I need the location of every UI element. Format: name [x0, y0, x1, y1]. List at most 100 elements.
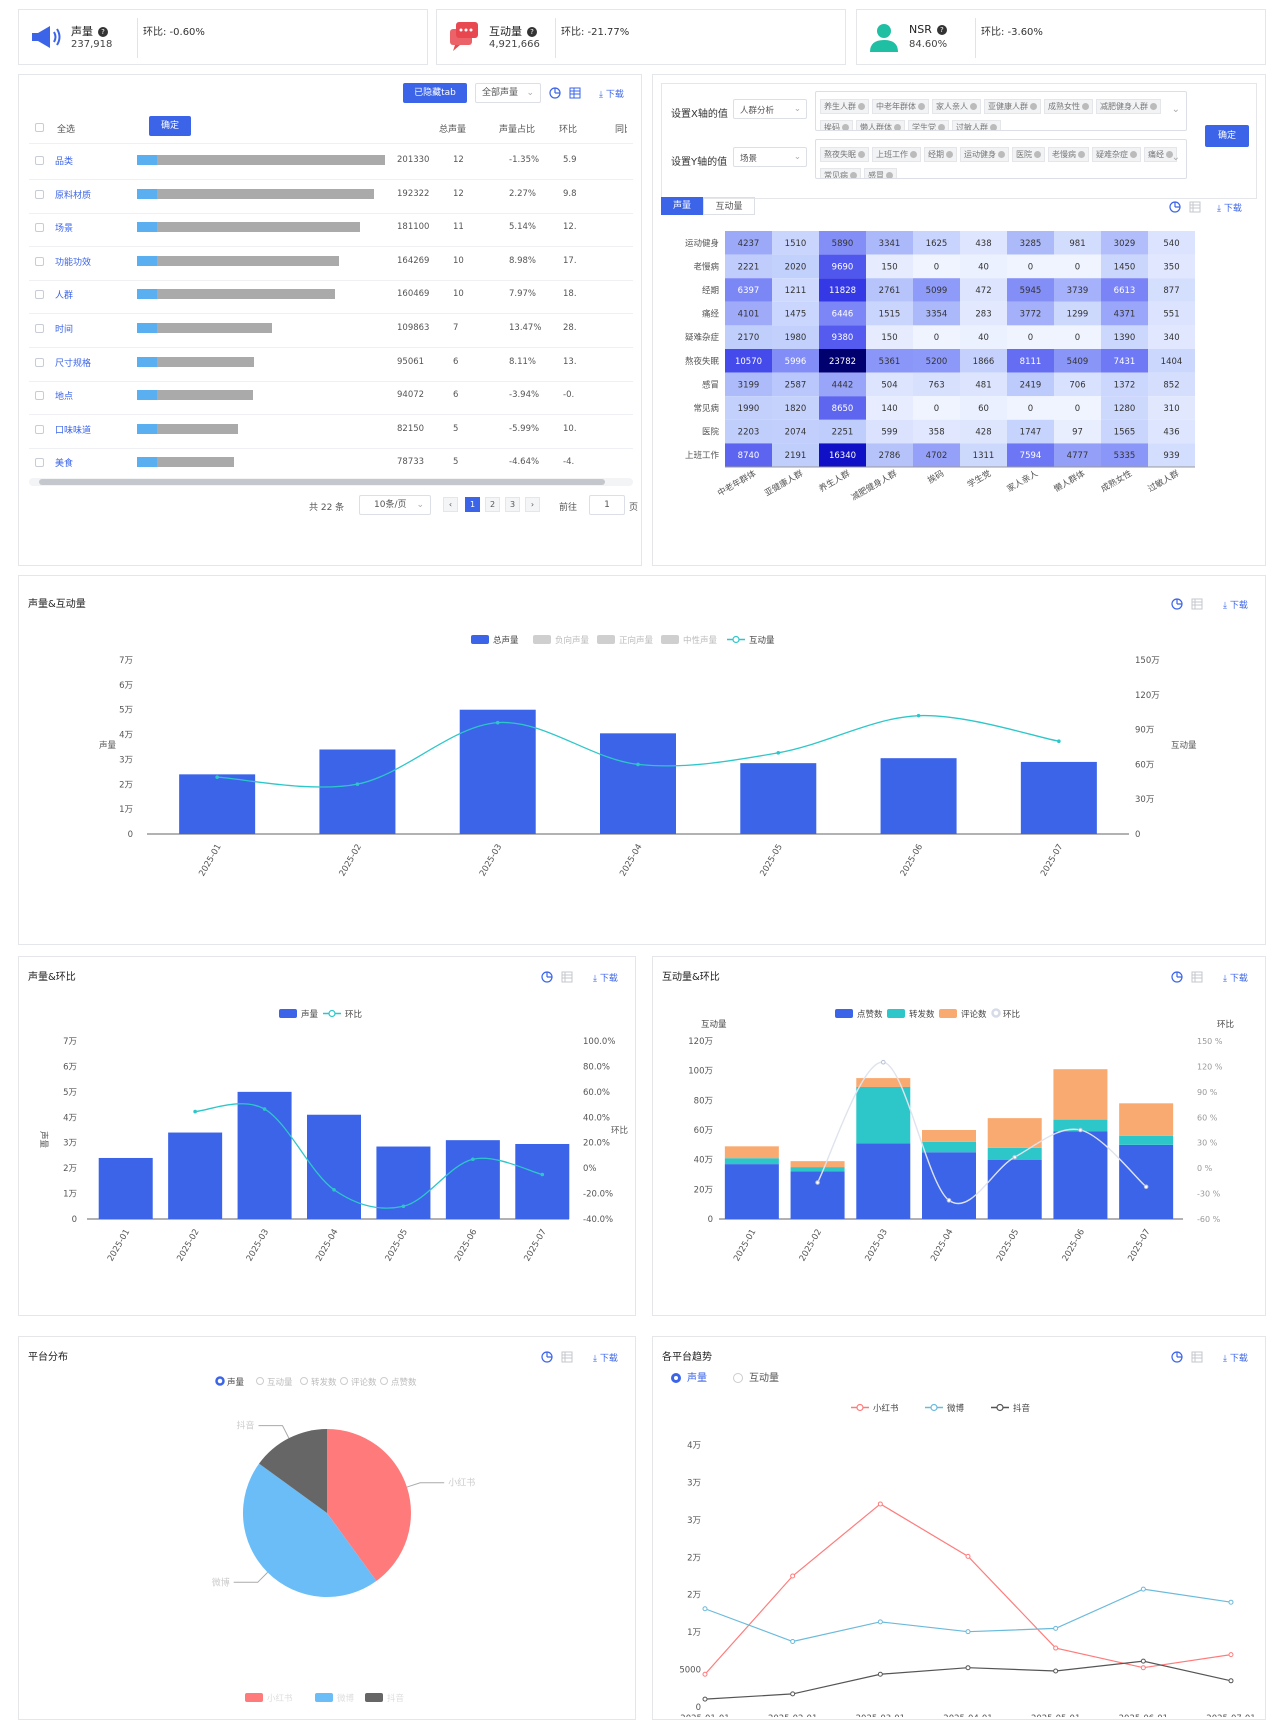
- tag-close-icon[interactable]: [970, 103, 977, 110]
- tag-close-icon[interactable]: [1166, 151, 1173, 158]
- download-link[interactable]: ⤓ 下载: [593, 971, 618, 984]
- legend-radio[interactable]: [300, 1377, 308, 1385]
- table-icon[interactable]: [561, 971, 573, 983]
- table-icon[interactable]: [1191, 1351, 1203, 1363]
- tag-close-icon[interactable]: [886, 172, 893, 178]
- legend-marker[interactable]: [996, 1403, 1004, 1412]
- radio-volume[interactable]: 声量: [671, 1369, 707, 1384]
- axis-confirm-button[interactable]: 确定: [1205, 125, 1249, 147]
- filter-tag[interactable]: 懒人群体: [856, 120, 905, 130]
- tag-close-icon[interactable]: [918, 103, 925, 110]
- filter-tag[interactable]: 熬夜失眠: [820, 147, 869, 162]
- legend-label[interactable]: 小红书: [873, 1403, 899, 1414]
- legend-swatch[interactable]: [315, 1693, 333, 1702]
- legend-swatch[interactable]: [279, 1009, 297, 1018]
- row-checkbox[interactable]: [35, 223, 44, 233]
- legend-radio[interactable]: [215, 1376, 225, 1386]
- y-axis-select[interactable]: 场景 ⌄: [733, 147, 807, 167]
- legend-swatch[interactable]: [661, 635, 679, 644]
- legend-marker[interactable]: [856, 1403, 864, 1412]
- table-columns-icon[interactable]: [569, 87, 581, 99]
- legend-radio[interactable]: [340, 1377, 348, 1385]
- tag-close-icon[interactable]: [998, 151, 1005, 158]
- page-size-select[interactable]: 10条/页 ⌄: [359, 495, 431, 515]
- legend-swatch[interactable]: [597, 635, 615, 644]
- legend-label[interactable]: 正向声量: [619, 635, 654, 646]
- table-icon[interactable]: [1191, 598, 1203, 610]
- legend-swatch[interactable]: [245, 1693, 263, 1702]
- pie-chart-icon[interactable]: [1171, 598, 1183, 610]
- legend-marker[interactable]: [930, 1403, 938, 1412]
- filter-tag[interactable]: 运动健身: [960, 147, 1009, 162]
- legend-marker[interactable]: [732, 635, 740, 644]
- legend-label[interactable]: 抖音: [387, 1693, 405, 1704]
- filter-tag[interactable]: 成熟女性: [1044, 99, 1093, 114]
- tag-close-icon[interactable]: [858, 103, 865, 110]
- legend-label[interactable]: 中性声量: [683, 635, 718, 646]
- dimension-name[interactable]: 时间: [55, 325, 74, 335]
- legend-swatch[interactable]: [471, 635, 489, 644]
- dimension-name[interactable]: 功能功效: [55, 257, 92, 268]
- legend-swatch[interactable]: [365, 1693, 383, 1702]
- filter-tag[interactable]: 学生党: [908, 120, 949, 130]
- tag-close-icon[interactable]: [894, 124, 901, 130]
- tag-close-icon[interactable]: [1078, 151, 1085, 158]
- row-checkbox[interactable]: [35, 189, 44, 199]
- pie-chart-icon[interactable]: [1171, 971, 1183, 983]
- x-axis-tags-select[interactable]: 养生人群 中老年群体 家人亲人 亚健康人群 成熟女性 减肥健身人群挨码 懒人群体 学生党 过敏人…: [815, 91, 1187, 131]
- goto-page-input[interactable]: 1: [589, 495, 625, 515]
- download-link[interactable]: ⤓ 下载: [1223, 598, 1248, 611]
- table-icon[interactable]: [1189, 201, 1201, 213]
- download-link[interactable]: ⤓ 下载: [599, 87, 624, 100]
- scrollbar-thumb[interactable]: [39, 479, 605, 485]
- pie-chart-icon[interactable]: [541, 1351, 553, 1363]
- tag-close-icon[interactable]: [1082, 103, 1089, 110]
- legend-swatch[interactable]: [939, 1009, 957, 1018]
- legend-label[interactable]: 负向声量: [555, 635, 590, 646]
- tag-close-icon[interactable]: [1150, 103, 1157, 110]
- legend-label[interactable]: 声量: [301, 1009, 319, 1020]
- page-2[interactable]: 2: [485, 497, 500, 512]
- tag-close-icon[interactable]: [910, 151, 917, 158]
- filter-tag[interactable]: 中老年群体: [872, 99, 929, 114]
- tag-close-icon[interactable]: [842, 124, 849, 130]
- pie-chart-icon[interactable]: [549, 87, 561, 99]
- volume-select[interactable]: 全部声量 ⌄: [475, 83, 541, 103]
- filter-tag[interactable]: 感冒: [864, 168, 897, 178]
- tab-volume[interactable]: 声量: [661, 197, 703, 215]
- legend-swatch[interactable]: [835, 1009, 853, 1018]
- legend-label[interactable]: 转发数: [909, 1009, 935, 1020]
- prev-page-button[interactable]: ‹: [443, 497, 458, 512]
- legend-radio[interactable]: [991, 1008, 1001, 1018]
- legend-marker[interactable]: [328, 1009, 336, 1018]
- legend-label[interactable]: 声量: [227, 1377, 245, 1388]
- legend-radio[interactable]: [380, 1377, 388, 1385]
- tag-close-icon[interactable]: [858, 151, 865, 158]
- legend-label[interactable]: 微博: [337, 1693, 355, 1704]
- tag-close-icon[interactable]: [938, 124, 945, 130]
- next-page-button[interactable]: ›: [525, 497, 540, 512]
- tag-close-icon[interactable]: [1130, 151, 1137, 158]
- row-checkbox[interactable]: [35, 424, 44, 434]
- row-checkbox[interactable]: [35, 156, 44, 165]
- legend-swatch[interactable]: [887, 1009, 905, 1018]
- x-axis-select[interactable]: 人群分析 ⌄: [733, 99, 807, 119]
- select-all-checkbox[interactable]: [35, 123, 44, 132]
- download-link[interactable]: ⤓ 下载: [1223, 1351, 1248, 1364]
- legend-label[interactable]: 评论数: [351, 1377, 377, 1388]
- download-link[interactable]: ⤓ 下载: [1223, 971, 1248, 984]
- filter-tag[interactable]: 减肥健身人群: [1096, 99, 1161, 114]
- page-1[interactable]: 1: [465, 497, 480, 512]
- filter-tag[interactable]: 家人亲人: [932, 99, 981, 114]
- row-checkbox[interactable]: [35, 458, 44, 468]
- download-link[interactable]: ⤓ 下载: [593, 1351, 618, 1364]
- tag-close-icon[interactable]: [1030, 103, 1037, 110]
- help-icon[interactable]: ?: [527, 27, 537, 37]
- pie-chart-icon[interactable]: [1169, 201, 1181, 213]
- help-icon[interactable]: ?: [98, 27, 108, 37]
- row-checkbox[interactable]: [35, 290, 44, 300]
- legend-label[interactable]: 小红书: [267, 1693, 293, 1704]
- hidden-tab-button[interactable]: 已隐藏tab: [403, 83, 467, 103]
- filter-tag[interactable]: 常见病: [820, 168, 861, 178]
- legend-label[interactable]: 点赞数: [391, 1377, 417, 1388]
